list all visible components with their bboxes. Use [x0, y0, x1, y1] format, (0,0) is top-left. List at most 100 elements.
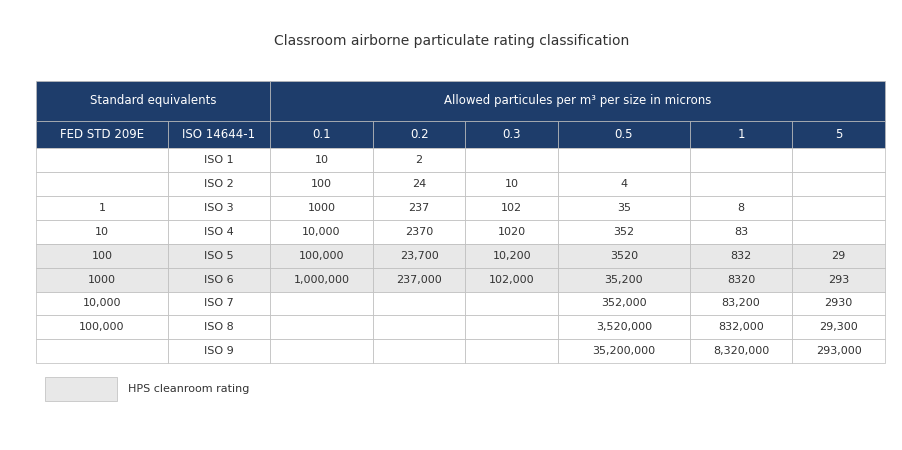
Bar — [373, 315, 465, 339]
Bar — [791, 121, 884, 148]
Text: 29: 29 — [831, 251, 845, 261]
Text: 10: 10 — [95, 227, 109, 237]
Bar — [168, 339, 270, 363]
Text: 4: 4 — [620, 179, 627, 189]
Text: 1: 1 — [736, 128, 744, 141]
Bar — [270, 339, 373, 363]
Text: 1020: 1020 — [497, 227, 525, 237]
Text: 293,000: 293,000 — [815, 346, 861, 356]
Text: 83: 83 — [733, 227, 747, 237]
Text: 3520: 3520 — [609, 251, 638, 261]
Text: 100: 100 — [310, 179, 332, 189]
Bar — [373, 196, 465, 220]
Text: 1,000,000: 1,000,000 — [293, 274, 349, 284]
Bar — [373, 121, 465, 148]
Text: ISO 1: ISO 1 — [204, 155, 234, 165]
Bar — [689, 148, 791, 172]
Bar — [557, 121, 689, 148]
Bar — [373, 220, 465, 244]
Bar — [270, 244, 373, 268]
Text: ISO 3: ISO 3 — [204, 203, 234, 213]
Bar — [373, 148, 465, 172]
Bar — [36, 268, 168, 292]
Bar — [465, 339, 557, 363]
Bar — [270, 121, 373, 148]
Bar — [557, 244, 689, 268]
Text: 100,000: 100,000 — [299, 251, 344, 261]
Text: ISO 9: ISO 9 — [204, 346, 234, 356]
Bar — [270, 292, 373, 315]
Text: 293: 293 — [827, 274, 848, 284]
Text: 83,200: 83,200 — [721, 298, 759, 308]
Text: 10,000: 10,000 — [302, 227, 340, 237]
Text: 5: 5 — [834, 128, 842, 141]
Bar — [45, 377, 117, 401]
Bar — [557, 268, 689, 292]
Text: 23,700: 23,700 — [400, 251, 438, 261]
Bar — [557, 172, 689, 196]
Text: 1: 1 — [98, 203, 106, 213]
Bar — [465, 172, 557, 196]
Bar — [689, 339, 791, 363]
Text: ISO 8: ISO 8 — [204, 322, 234, 333]
Text: 0.2: 0.2 — [410, 128, 428, 141]
Bar — [36, 244, 168, 268]
Text: ISO 6: ISO 6 — [204, 274, 234, 284]
Bar — [270, 220, 373, 244]
Bar — [557, 315, 689, 339]
Bar — [36, 339, 168, 363]
Bar — [689, 292, 791, 315]
Text: 10,200: 10,200 — [492, 251, 530, 261]
Bar — [270, 315, 373, 339]
Bar — [689, 268, 791, 292]
Bar — [270, 268, 373, 292]
Bar — [557, 220, 689, 244]
Bar — [689, 244, 791, 268]
Bar — [270, 172, 373, 196]
Bar — [36, 172, 168, 196]
Bar — [791, 244, 884, 268]
Bar — [373, 292, 465, 315]
Bar — [791, 220, 884, 244]
Bar — [36, 196, 168, 220]
Text: Allowed particules per m³ per size in microns: Allowed particules per m³ per size in mi… — [444, 94, 711, 108]
Bar — [465, 292, 557, 315]
Bar — [36, 81, 270, 121]
Bar — [791, 268, 884, 292]
Bar — [168, 196, 270, 220]
Text: 8,320,000: 8,320,000 — [712, 346, 769, 356]
Text: 29,300: 29,300 — [818, 322, 857, 333]
Bar — [36, 220, 168, 244]
Bar — [791, 315, 884, 339]
Bar — [791, 292, 884, 315]
Bar — [168, 220, 270, 244]
Bar — [689, 172, 791, 196]
Text: Standard equivalents: Standard equivalents — [90, 94, 216, 108]
Bar — [791, 172, 884, 196]
Text: FED STD 209E: FED STD 209E — [60, 128, 144, 141]
Bar — [168, 121, 270, 148]
Text: 100: 100 — [91, 251, 113, 261]
Text: ISO 2: ISO 2 — [204, 179, 234, 189]
Text: 102,000: 102,000 — [488, 274, 534, 284]
Bar — [557, 148, 689, 172]
Bar — [791, 196, 884, 220]
Text: 0.5: 0.5 — [614, 128, 632, 141]
Text: 102: 102 — [501, 203, 521, 213]
Bar — [168, 268, 270, 292]
Bar — [373, 339, 465, 363]
Text: ISO 7: ISO 7 — [204, 298, 234, 308]
Bar — [373, 268, 465, 292]
Bar — [168, 244, 270, 268]
Bar — [373, 172, 465, 196]
Text: 10,000: 10,000 — [83, 298, 121, 308]
Text: 2370: 2370 — [404, 227, 433, 237]
Text: 237: 237 — [408, 203, 429, 213]
Bar — [270, 148, 373, 172]
Text: 8: 8 — [737, 203, 744, 213]
Bar — [557, 196, 689, 220]
Text: 35: 35 — [616, 203, 630, 213]
Text: 35,200,000: 35,200,000 — [592, 346, 655, 356]
Text: 0.1: 0.1 — [312, 128, 330, 141]
Bar — [465, 121, 557, 148]
